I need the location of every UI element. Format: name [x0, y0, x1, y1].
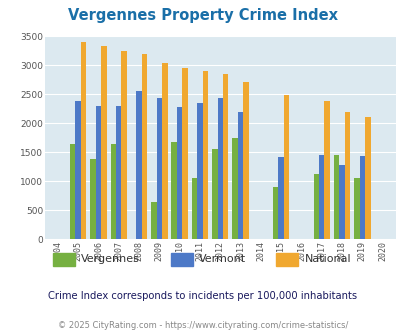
- Bar: [359, 156, 364, 239]
- Bar: [339, 165, 344, 239]
- Text: Crime Index corresponds to incidents per 100,000 inhabitants: Crime Index corresponds to incidents per…: [48, 291, 357, 301]
- Bar: [121, 51, 127, 239]
- Bar: [364, 117, 370, 239]
- Bar: [90, 159, 96, 239]
- Text: Vergennes Property Crime Index: Vergennes Property Crime Index: [68, 8, 337, 23]
- Bar: [101, 46, 107, 239]
- Text: National: National: [304, 254, 350, 264]
- Bar: [211, 149, 217, 239]
- Bar: [141, 54, 147, 239]
- Bar: [156, 98, 162, 239]
- Bar: [272, 187, 278, 239]
- Bar: [237, 112, 243, 239]
- Bar: [318, 155, 324, 239]
- Bar: [116, 106, 121, 239]
- Bar: [110, 144, 116, 239]
- Text: © 2025 CityRating.com - https://www.cityrating.com/crime-statistics/: © 2025 CityRating.com - https://www.city…: [58, 321, 347, 330]
- Bar: [222, 74, 228, 239]
- Bar: [81, 42, 86, 239]
- Bar: [151, 202, 156, 239]
- Bar: [243, 82, 248, 239]
- Bar: [353, 178, 359, 239]
- Bar: [191, 178, 197, 239]
- Bar: [171, 142, 177, 239]
- Bar: [70, 144, 75, 239]
- Text: Vergennes: Vergennes: [81, 254, 140, 264]
- Bar: [333, 155, 339, 239]
- Bar: [75, 101, 81, 239]
- Bar: [177, 107, 182, 239]
- Bar: [232, 138, 237, 239]
- Bar: [217, 98, 222, 239]
- Bar: [182, 68, 188, 239]
- Bar: [96, 106, 101, 239]
- Bar: [202, 71, 208, 239]
- Text: Vermont: Vermont: [198, 254, 245, 264]
- Bar: [278, 157, 283, 239]
- Bar: [162, 63, 167, 239]
- Bar: [344, 112, 350, 239]
- Bar: [136, 91, 141, 239]
- Bar: [313, 174, 318, 239]
- Bar: [324, 101, 329, 239]
- Bar: [283, 95, 289, 239]
- Bar: [197, 103, 202, 239]
